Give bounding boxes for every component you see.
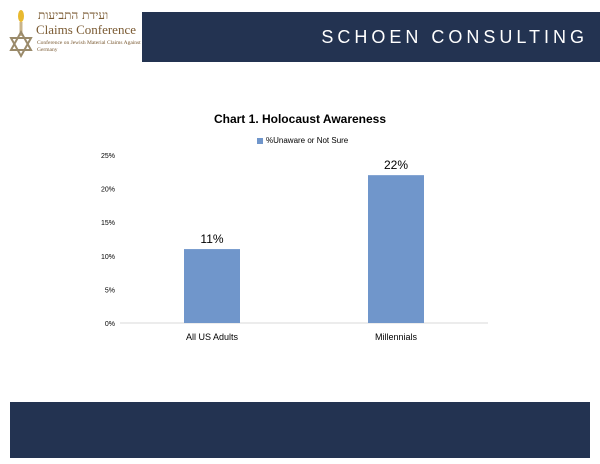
y-tick-label: 15% xyxy=(101,220,115,227)
footer-band xyxy=(10,402,590,458)
y-tick-label: 25% xyxy=(101,153,115,160)
bar-2 xyxy=(368,175,424,323)
header-band: SCHOEN CONSULTING xyxy=(142,12,600,62)
consultancy-name: SCHOEN CONSULTING xyxy=(321,27,588,47)
chart-legend: %Unaware or Not Sure xyxy=(257,136,348,145)
legend-label: %Unaware or Not Sure xyxy=(266,136,349,145)
x-category-label: All US Adults xyxy=(186,332,239,342)
data-label: 11% xyxy=(200,232,223,246)
chart-title: Chart 1. Holocaust Awareness xyxy=(213,112,387,126)
y-tick-label: 20% xyxy=(101,187,115,194)
legend-swatch xyxy=(257,137,263,144)
logo-subtitle-text: Conference on Jewish Material Claims Aga… xyxy=(37,40,141,53)
bar-1 xyxy=(184,249,240,323)
y-tick-label: 10% xyxy=(101,254,115,261)
x-category-label: Millennials xyxy=(375,332,418,342)
logo-hebrew-text: ועידת התביעות xyxy=(38,8,109,22)
y-tick-label: 5% xyxy=(105,287,115,294)
logo-name-text: Claims Conference xyxy=(36,22,136,37)
y-tick-label: 0% xyxy=(105,321,115,328)
claims-conference-logo: ועידת התביעות Claims Conference Conferen… xyxy=(8,6,141,64)
star-of-david-candle-icon xyxy=(9,10,33,59)
data-label: 22% xyxy=(384,158,408,172)
